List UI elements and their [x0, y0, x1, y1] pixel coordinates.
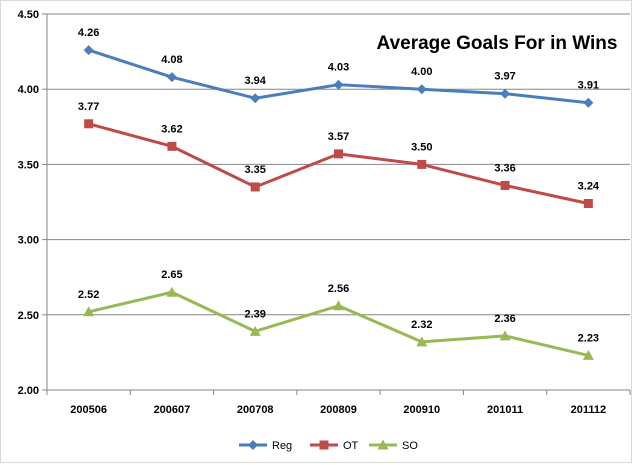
data-label: 4.08 [161, 54, 182, 66]
data-point [167, 141, 177, 151]
data-point [249, 325, 261, 336]
data-point [250, 93, 261, 104]
legend-label: OT [343, 440, 359, 452]
legend-item-ot: OT [310, 440, 359, 452]
legend-marker [319, 440, 329, 450]
legend: Reg OT SO [239, 439, 418, 452]
y-axis: 2.00 2.50 3.00 3.50 4.00 4.50 [18, 9, 48, 397]
data-label: 3.35 [245, 164, 266, 176]
x-tick-label: 200607 [154, 404, 191, 416]
data-point [334, 149, 343, 159]
data-label: 3.36 [494, 162, 515, 174]
legend-item-reg: Reg [239, 440, 292, 452]
data-label: 2.52 [78, 289, 99, 301]
data-point [84, 119, 94, 129]
data-label: 3.24 [578, 181, 600, 193]
data-point [166, 286, 178, 297]
y-tick-label: 3.00 [18, 235, 39, 247]
data-point [83, 306, 95, 317]
data-label: 3.91 [578, 80, 599, 92]
data-point [499, 330, 511, 341]
y-tick-label: 2.00 [18, 385, 39, 397]
data-point [166, 72, 177, 83]
y-tick-label: 2.50 [18, 310, 39, 322]
x-tick-label: 200809 [320, 404, 357, 416]
data-label: 2.23 [578, 332, 599, 344]
x-tick-label: 201011 [487, 404, 523, 416]
series-so: 2.52 2.65 2.39 2.56 2.32 2.36 2.23 [78, 269, 599, 360]
data-point [416, 84, 427, 95]
data-label: 3.50 [411, 141, 432, 153]
data-label: 4.03 [328, 62, 349, 74]
data-label: 3.94 [245, 75, 267, 87]
data-label: 2.39 [245, 308, 266, 320]
legend-marker [377, 439, 389, 450]
x-tick-label: 201112 [571, 404, 607, 416]
legend-marker [248, 440, 258, 450]
data-label: 4.00 [411, 66, 432, 78]
data-point [582, 349, 594, 360]
data-point [583, 97, 594, 108]
y-tick-label: 4.00 [18, 84, 39, 96]
y-tick-label: 4.50 [18, 9, 39, 21]
data-point [500, 88, 511, 99]
series-ot: 3.77 3.62 3.35 3.57 3.50 3.36 3.24 [78, 101, 600, 209]
data-point [333, 79, 344, 90]
data-point [250, 182, 260, 192]
data-point [417, 159, 427, 169]
x-tick-label: 200910 [403, 404, 440, 416]
data-point [500, 180, 510, 190]
data-label: 2.65 [161, 269, 182, 281]
series-reg: 4.26 4.08 3.94 4.03 4.00 3.97 3.91 [78, 27, 599, 108]
data-label: 3.97 [494, 71, 515, 83]
x-axis: 200506 200607 200708 200809 200910 201011 2011… [46, 389, 631, 416]
data-label: 3.57 [328, 131, 349, 143]
data-label: 4.26 [78, 27, 99, 39]
data-point [416, 336, 428, 347]
data-label: 2.32 [411, 319, 432, 331]
y-tick-label: 3.50 [18, 159, 39, 171]
data-label: 3.62 [161, 123, 182, 135]
series-layer: 4.26 4.08 3.94 4.03 4.00 3.97 3.91 3.77 3.62 3.35… [78, 27, 600, 360]
x-tick-label: 200506 [70, 404, 107, 416]
data-point [583, 199, 593, 209]
legend-label: SO [402, 440, 418, 452]
data-label: 2.36 [494, 313, 515, 325]
data-label: 2.56 [328, 283, 349, 295]
data-point [333, 300, 344, 311]
chart-title: Average Goals For in Wins [377, 33, 618, 54]
x-tick-label: 200708 [237, 404, 274, 416]
data-point [83, 45, 94, 56]
legend-item-so: SO [369, 439, 418, 452]
data-label: 3.77 [78, 101, 99, 113]
legend-label: Reg [272, 440, 292, 452]
